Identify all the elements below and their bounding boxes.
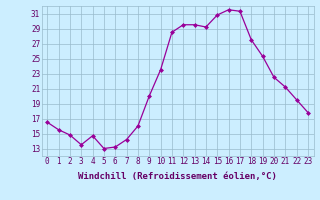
X-axis label: Windchill (Refroidissement éolien,°C): Windchill (Refroidissement éolien,°C) bbox=[78, 172, 277, 181]
